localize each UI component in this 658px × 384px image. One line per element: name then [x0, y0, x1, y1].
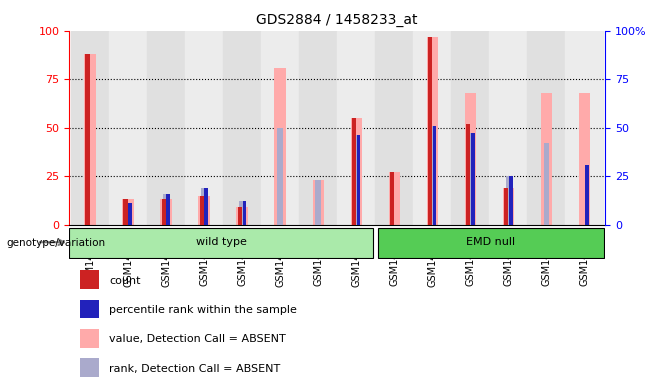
Bar [240, 201, 245, 225]
Text: EMD null: EMD null [467, 237, 516, 247]
Bar [161, 199, 172, 225]
Bar [124, 199, 128, 225]
Text: value, Detection Call = ABSENT: value, Detection Call = ABSENT [109, 334, 286, 344]
Bar [579, 93, 590, 225]
Bar [277, 128, 283, 225]
Bar [80, 300, 99, 318]
Bar [466, 124, 470, 225]
Bar [467, 134, 473, 225]
Bar [465, 93, 476, 225]
Bar [80, 358, 99, 377]
Bar [426, 36, 438, 225]
Bar [205, 188, 209, 225]
Bar [544, 143, 549, 225]
Bar [353, 136, 359, 225]
Text: rank, Detection Call = ABSENT: rank, Detection Call = ABSENT [109, 364, 280, 374]
Bar [470, 134, 474, 225]
Bar [236, 207, 248, 225]
Bar [315, 180, 321, 225]
Bar [125, 203, 131, 225]
Bar [243, 201, 246, 225]
Bar [585, 164, 589, 225]
Bar [351, 118, 362, 225]
Bar [147, 31, 185, 225]
Bar [565, 31, 603, 225]
Text: wild type: wild type [195, 237, 246, 247]
Bar [430, 126, 435, 225]
Bar [504, 188, 509, 225]
Bar [528, 31, 565, 225]
Bar [122, 199, 134, 225]
Bar [390, 172, 394, 225]
Bar [80, 270, 99, 289]
Bar [299, 31, 337, 225]
Bar [84, 54, 95, 225]
Bar [509, 176, 513, 225]
Bar [128, 203, 132, 225]
Bar [313, 180, 324, 225]
Bar [223, 31, 261, 225]
Bar [428, 36, 432, 225]
Bar [375, 31, 413, 225]
Title: GDS2884 / 1458233_at: GDS2884 / 1458233_at [257, 13, 418, 27]
Bar [69, 228, 373, 258]
Bar [451, 31, 490, 225]
Bar [337, 31, 375, 225]
Bar [389, 172, 400, 225]
Bar [166, 194, 170, 225]
Bar [351, 118, 356, 225]
Bar [185, 31, 223, 225]
Bar [490, 31, 528, 225]
Bar [109, 31, 147, 225]
Bar [261, 31, 299, 225]
Bar [505, 176, 511, 225]
Bar [71, 31, 109, 225]
Bar [163, 194, 169, 225]
Bar [199, 195, 204, 225]
Bar [86, 54, 90, 225]
Text: count: count [109, 276, 141, 286]
Bar [357, 136, 361, 225]
Bar [238, 207, 242, 225]
Bar [199, 195, 210, 225]
Bar [274, 68, 286, 225]
Bar [378, 228, 604, 258]
Text: genotype/variation: genotype/variation [7, 238, 106, 248]
Bar [201, 188, 207, 225]
Bar [433, 126, 436, 225]
Bar [413, 31, 451, 225]
Bar [80, 329, 99, 348]
Bar [503, 188, 514, 225]
Bar [161, 199, 166, 225]
Text: percentile rank within the sample: percentile rank within the sample [109, 305, 297, 315]
Bar [541, 93, 552, 225]
